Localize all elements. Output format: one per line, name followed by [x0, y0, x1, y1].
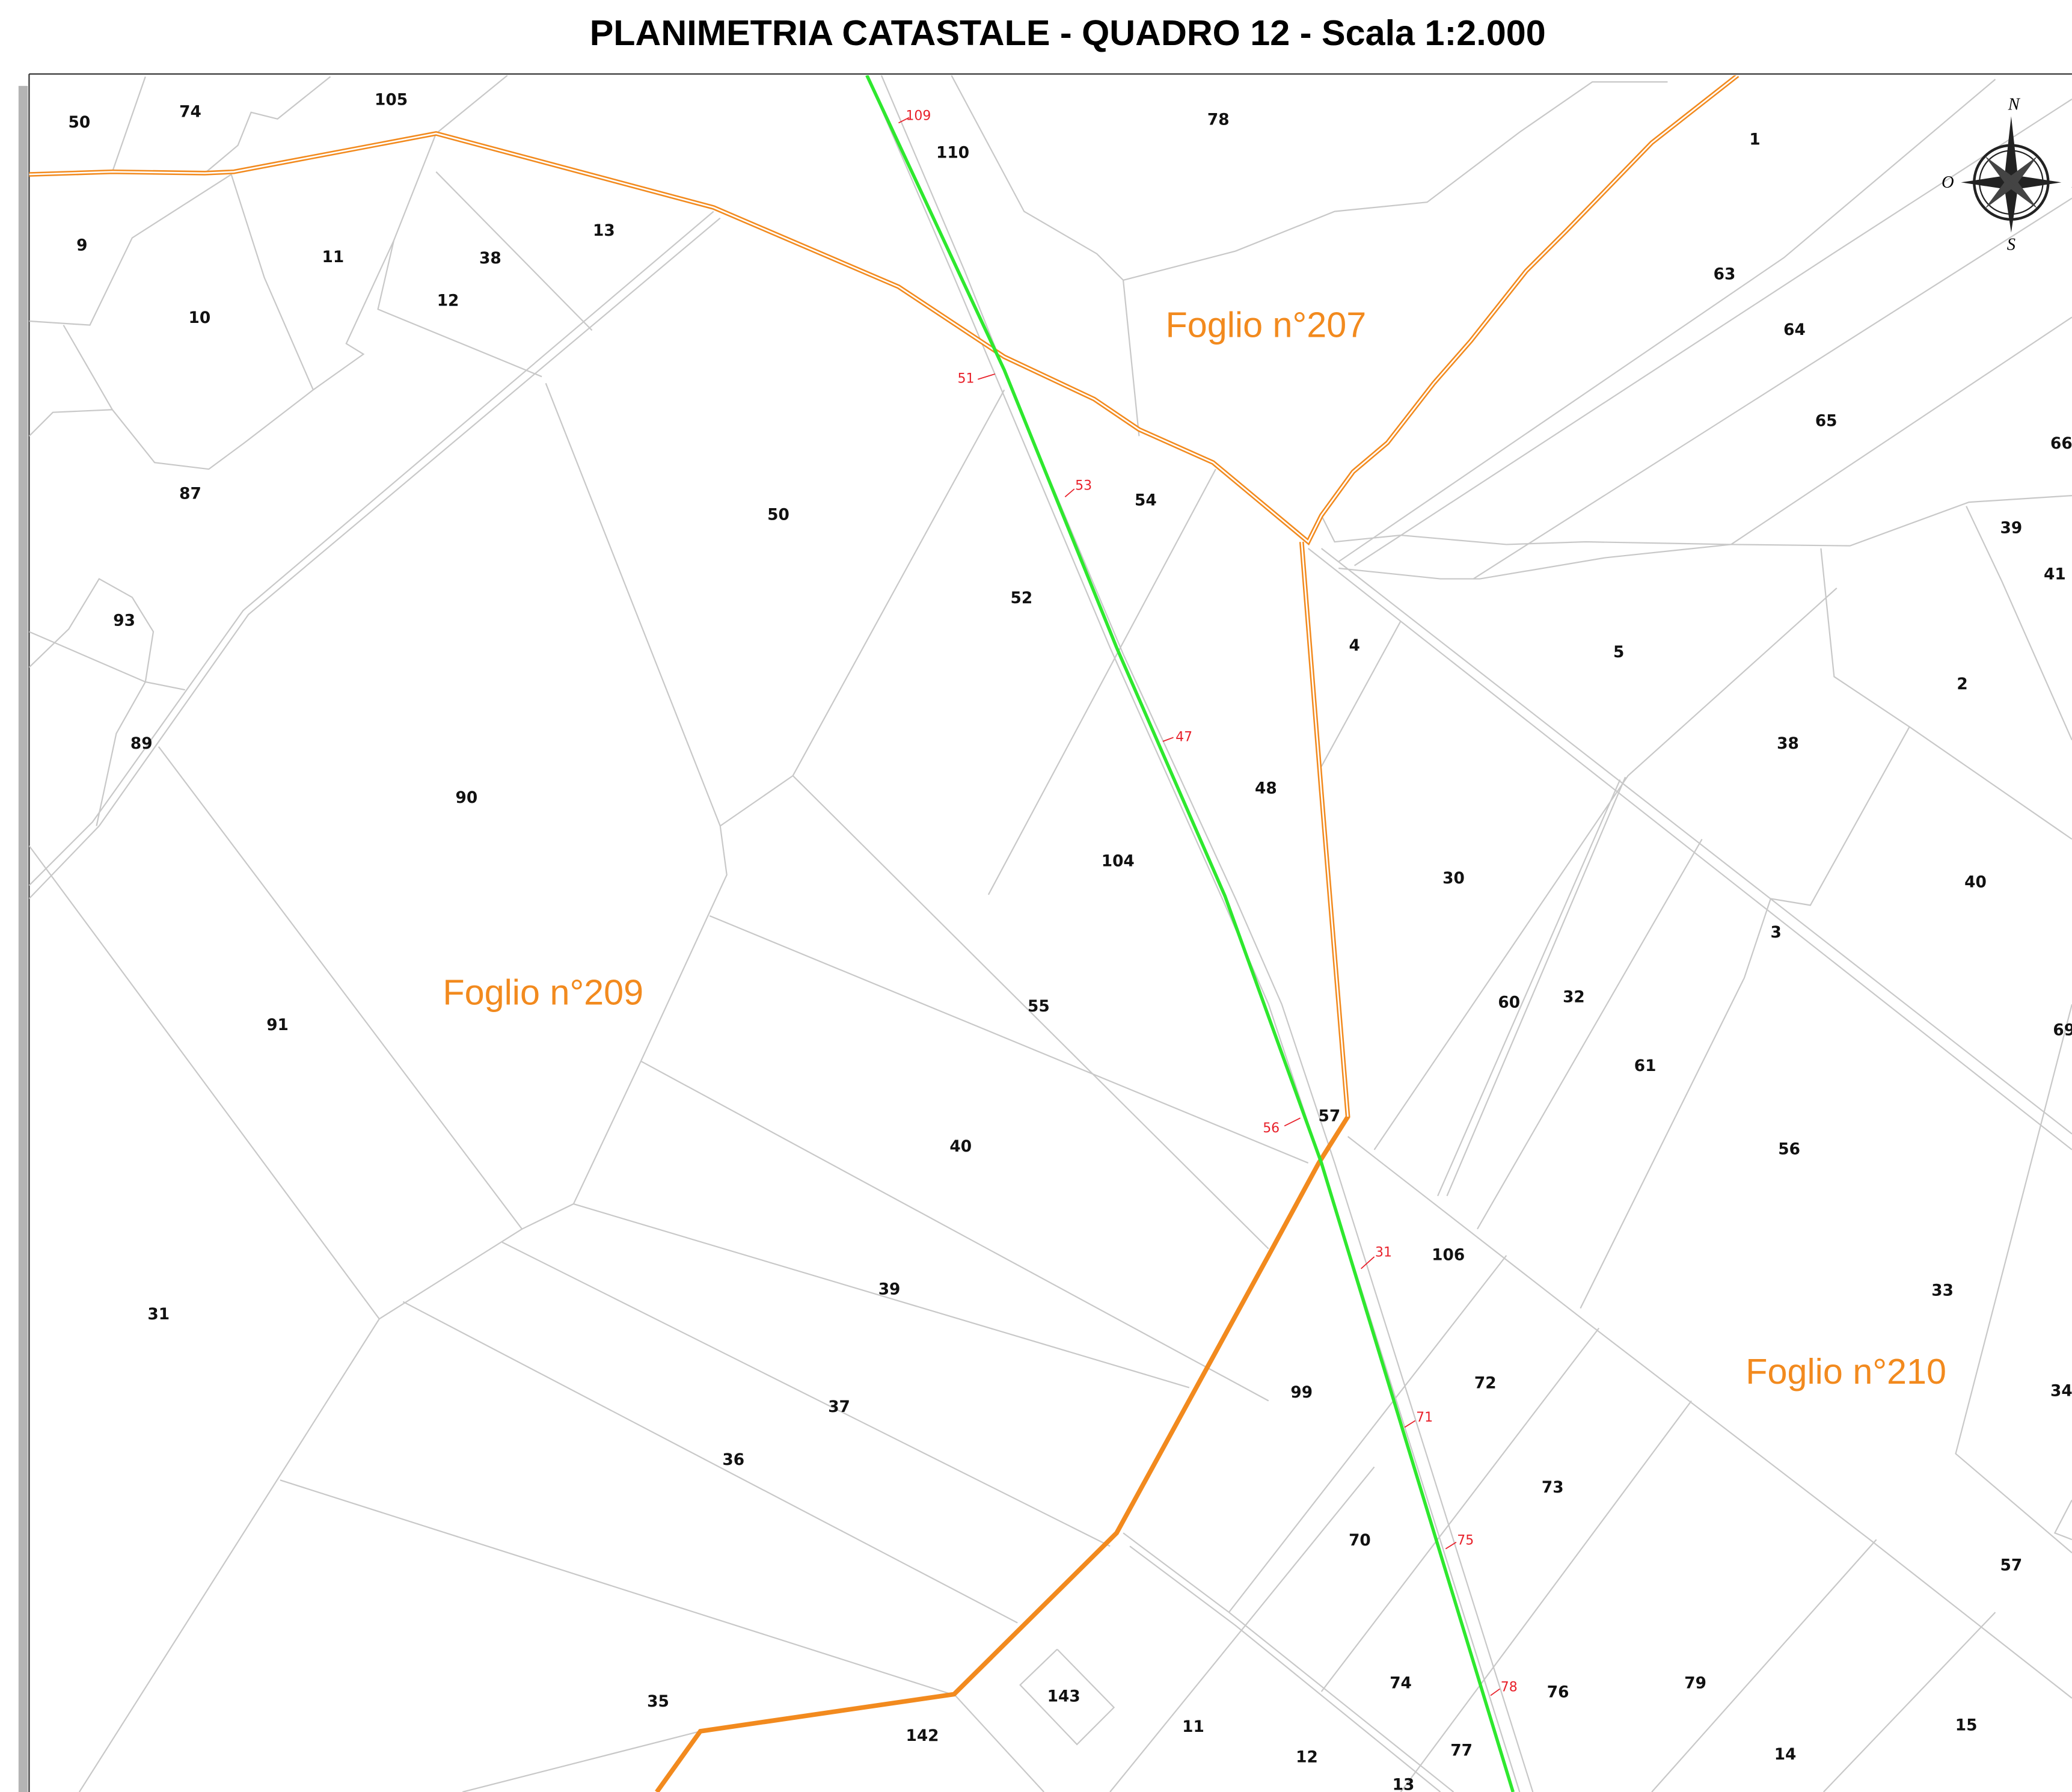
parcel-number: 99 — [1290, 1384, 1313, 1402]
parcel-number: 66 — [2050, 435, 2072, 453]
parcel-number: 39 — [2000, 520, 2023, 538]
parcel-number: 60 — [1498, 994, 1520, 1012]
parcel-number: 13 — [1393, 1776, 1415, 1792]
parcel-number: 91 — [266, 1016, 289, 1034]
parcel-number: 33 — [1931, 1282, 1954, 1300]
parcel-number: 77 — [1450, 1741, 1473, 1760]
sheet-label: Foglio n°210 — [1746, 1351, 1946, 1392]
parcel-number: 50 — [69, 114, 91, 132]
parcel-number: 57 — [1319, 1108, 1341, 1126]
parcel-number: 14 — [1774, 1746, 1797, 1764]
parcel-number: 32 — [1563, 989, 1585, 1007]
parcel-number: 106 — [1432, 1246, 1465, 1264]
parcel-number: 37 — [828, 1398, 850, 1416]
parcel-number: 57 — [2000, 1557, 2023, 1575]
sheet-label: Foglio n°207 — [1165, 305, 1366, 345]
parcel-number: 63 — [1714, 266, 1736, 284]
parcel-number: 73 — [1542, 1479, 1564, 1497]
parcel-number: 89 — [130, 735, 153, 753]
parcel-number: 40 — [949, 1138, 972, 1156]
line-point-label: 31 — [1375, 1245, 1392, 1260]
line-point-label: 51 — [958, 372, 975, 387]
parcel-number: 38 — [479, 250, 501, 268]
parcel-number: 65 — [1815, 413, 1838, 431]
parcel-number: 90 — [455, 789, 477, 807]
parcel-number: 78 — [1207, 111, 1230, 129]
parcel-number: 12 — [437, 292, 459, 310]
parcel-number: 70 — [1349, 1532, 1371, 1550]
parcel-number: 48 — [1255, 779, 1277, 797]
line-point-label: 109 — [906, 108, 931, 123]
parcel-number: 52 — [1010, 589, 1032, 607]
parcel-number: 36 — [722, 1451, 744, 1469]
parcel-number: 10 — [189, 309, 211, 327]
parcel-number: 34 — [2050, 1382, 2072, 1401]
parcel-number: 56 — [1778, 1140, 1800, 1158]
parcel-number: 50 — [767, 506, 789, 524]
compass-north: N — [2008, 95, 2021, 114]
page: PLANIMETRIA CATASTALE - QUADRO 12 - Scal… — [0, 0, 2072, 1792]
parcel-number: 143 — [1047, 1687, 1080, 1705]
parcel-number: 30 — [1442, 870, 1465, 888]
parcel-number: 1 — [1749, 130, 1760, 149]
parcel-number: 15 — [1955, 1717, 1978, 1735]
parcel-number: 11 — [1182, 1718, 1204, 1736]
parcel-number: 76 — [1547, 1684, 1569, 1702]
cadastral-map: PLANIMETRIA CATASTALE - QUADRO 12 - Scal… — [0, 0, 2072, 1792]
parcel-number: 35 — [647, 1693, 669, 1711]
parcel-number: 5 — [1613, 643, 1624, 661]
parcel-number: 41 — [2044, 565, 2066, 583]
parcel-number: 93 — [113, 612, 135, 630]
parcel-number: 104 — [1102, 852, 1135, 870]
parcel-number: 38 — [1777, 735, 1799, 753]
parcel-number: 87 — [179, 485, 201, 503]
parcel-number: 64 — [1783, 321, 1806, 339]
line-point-label: 53 — [1075, 479, 1092, 494]
parcel-number: 79 — [1684, 1674, 1706, 1692]
parcel-number: 31 — [147, 1306, 170, 1324]
parcel-number: 61 — [1634, 1057, 1657, 1075]
parcel-number: 11 — [322, 248, 345, 266]
map-title: PLANIMETRIA CATASTALE - QUADRO 12 - Scal… — [590, 13, 1546, 53]
line-point-label: 78 — [1501, 1680, 1518, 1695]
parcel-number: 13 — [593, 222, 615, 240]
parcel-number: 74 — [1390, 1674, 1412, 1692]
parcel-number: 39 — [878, 1280, 901, 1298]
line-point-label: 56 — [1263, 1121, 1280, 1136]
parcel-number: 105 — [375, 91, 408, 109]
parcel-number: 69 — [2053, 1022, 2072, 1040]
parcel-number: 55 — [1028, 998, 1050, 1016]
parcel-number: 9 — [76, 236, 87, 254]
line-point-label: 71 — [1416, 1410, 1433, 1425]
background — [0, 0, 2072, 1792]
parcel-number: 3 — [1771, 924, 1782, 942]
line-point-label: 75 — [1457, 1533, 1474, 1548]
parcel-number: 40 — [1964, 874, 1987, 892]
parcel-number: 142 — [906, 1727, 939, 1745]
frame-shadow — [19, 86, 28, 1792]
parcel-number: 4 — [1349, 637, 1359, 655]
line-point-label: 47 — [1175, 729, 1192, 744]
compass-south: S — [2007, 235, 2015, 254]
compass-west: O — [1942, 173, 1954, 192]
parcel-number: 12 — [1296, 1748, 1318, 1766]
parcel-number: 74 — [179, 103, 201, 121]
parcel-number: 54 — [1135, 491, 1157, 509]
parcel-number: 72 — [1474, 1374, 1497, 1392]
parcel-number: 110 — [936, 144, 969, 162]
parcel-number: 2 — [1957, 675, 1967, 693]
sheet-label: Foglio n°209 — [443, 972, 643, 1012]
